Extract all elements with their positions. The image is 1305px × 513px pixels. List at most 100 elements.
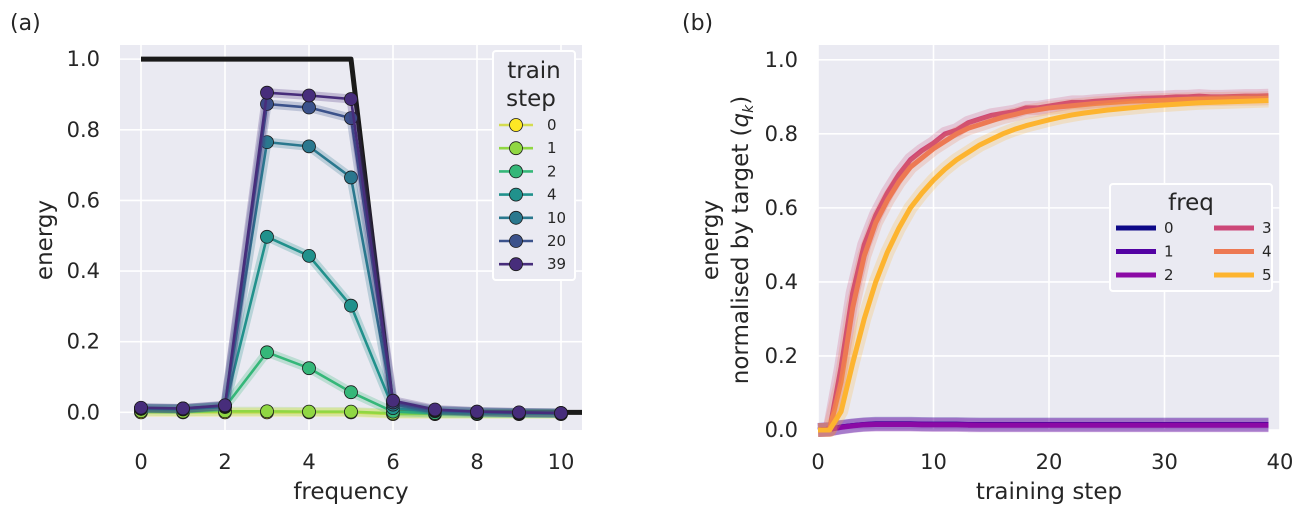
panel-a-legend-item: 10 [499, 209, 566, 227]
panel-a-data-point [302, 139, 316, 154]
panel-a-legend-item: 20 [499, 232, 566, 250]
panel-b-series-line [818, 98, 1269, 433]
panel-a-data-point [344, 404, 358, 419]
panel-a-data-point [302, 100, 316, 115]
panel-a-legend-title-line-2: step [506, 86, 556, 112]
panel-a-data-point [176, 401, 190, 416]
panel-a-y-tick-label: 0.0 [67, 400, 100, 424]
panel-a-y-tick-labels: 0.0 0.2 0.4 0.6 0.8 1.0 [67, 47, 100, 424]
panel-b-y-axis-label-symbol: q [728, 113, 754, 128]
panel-a-chart: (a) 0 2 4 6 8 10 0.00.20.40.60.81.0 frequency… [10, 11, 582, 505]
panel-b-legend-item: 2 [1116, 266, 1174, 284]
panel-b-series [817, 88, 1269, 437]
panel-a-legend-label: 2 [547, 162, 557, 180]
panel-a-x-tick-label: 2 [218, 450, 231, 474]
panel-b-legend-label: 2 [1164, 266, 1174, 284]
panel-b-y-axis-label-subscript: k [741, 104, 757, 113]
panel-a-data-point [260, 85, 274, 100]
panel-a-data-point [344, 298, 358, 313]
panel-a-legend-item: 4 [499, 186, 557, 204]
panel-b-legend-item: 4 [1214, 243, 1272, 261]
panel-b-x-tick-label: 10 [920, 450, 947, 474]
panel-b-y-axis-label-line-2: normalised by target (qk) [728, 96, 757, 384]
panel-a-legend-label: 4 [547, 186, 557, 204]
panel-b-x-tick-label: 30 [1151, 450, 1178, 474]
panel-a-data-point [386, 393, 400, 408]
panel-a-data-point [344, 92, 358, 106]
panel-b-y-tick-label: 0.2 [765, 344, 798, 368]
panel-b-x-tick-labels: 0 10 20 30 40 [811, 450, 1293, 474]
panel-a-data-point [470, 404, 484, 419]
panel-b-y-tick-label: 0.0 [765, 418, 798, 442]
panel-b-y-axis-label-close: ) [728, 96, 754, 105]
panel-a-legend-label: 39 [547, 255, 566, 273]
panel-b-series-freq-4 [818, 91, 1269, 437]
panel-b-chart: (b) 0 10 20 30 40 0.00.20.40.60.81.0 trainin… [682, 11, 1293, 505]
panel-b-series-line [817, 421, 1269, 433]
panel-a-y-tick-label: 1.0 [67, 47, 100, 71]
panel-a-legend-marker [509, 257, 523, 272]
panel-b-series-freq-5 [818, 93, 1269, 437]
panel-a-legend-item: 0 [499, 116, 557, 134]
panel-b-series-line [818, 95, 1269, 433]
panel-b-legend-item: 0 [1116, 219, 1174, 237]
panel-a-series-step-39 [134, 85, 568, 420]
panel-a-data-point [344, 385, 358, 400]
panel-b-grid [817, 45, 1281, 431]
panel-a-x-tick-labels: 0 2 4 6 8 10 [134, 450, 574, 474]
panel-b-legend-box [1109, 183, 1273, 292]
panel-b-y-axis-label-text: normalised by target ( [728, 127, 754, 384]
panel-b-y-tick-label: 1.0 [765, 48, 798, 72]
panel-a-x-tick-label: 10 [548, 450, 575, 474]
panel-a-legend-marker [509, 234, 523, 248]
panel-b-label: (b) [682, 11, 713, 36]
panel-a-x-tick-label: 8 [470, 450, 483, 474]
panel-a-x-tick-label: 4 [302, 450, 315, 474]
panel-a-data-point [512, 405, 526, 420]
panel-a-label: (a) [10, 11, 41, 36]
panel-b-y-tick-label: 0.8 [765, 122, 798, 146]
panel-b-x-tick-label: 40 [1267, 450, 1294, 474]
panel-b-y-axis-label: energy normalised by target (qk) [698, 96, 757, 384]
panel-a-legend-marker [509, 164, 523, 179]
panel-a-data-point [302, 248, 316, 263]
panel-a-legend: train step 0 1 2 4 10 20 39 [492, 50, 576, 281]
panel-b-legend-label: 3 [1262, 219, 1272, 237]
panel-a-legend-marker [509, 118, 523, 132]
panel-a-legend-title-line-1: train [507, 58, 561, 84]
panel-a-legend-marker [509, 187, 523, 202]
panel-a-legend-marker [509, 210, 523, 225]
panel-b-x-tick-label: 0 [811, 450, 824, 474]
panel-a-legend-label: 0 [547, 116, 557, 134]
panel-a-y-tick-label: 0.2 [67, 330, 100, 354]
panel-a-data-point [260, 404, 274, 419]
panel-a-data-point [428, 402, 442, 417]
panel-a-data-point [260, 345, 274, 360]
panel-a-legend-item: 39 [499, 255, 566, 273]
panel-a-data-point [344, 170, 358, 185]
panel-a-legend-item: 2 [499, 162, 557, 180]
panel-a-series [134, 85, 568, 422]
panel-a-legend-label: 10 [547, 209, 566, 227]
panel-a-x-axis-label: frequency [293, 479, 408, 505]
panel-b-legend-title: freq [1168, 190, 1214, 216]
panel-a-data-point [302, 404, 316, 419]
panel-b-legend-label: 5 [1262, 266, 1272, 284]
panel-b-legend-label: 0 [1164, 219, 1174, 237]
panel-b-x-axis-label: training step [976, 479, 1122, 505]
panel-b-y-tick-label: 0.4 [765, 270, 798, 294]
panel-b-legend-item: 1 [1116, 243, 1174, 261]
panel-a-y-tick-label: 0.4 [67, 259, 100, 283]
panel-b-x-tick-label: 20 [1036, 450, 1063, 474]
panel-a-y-tick-label: 0.8 [67, 118, 100, 142]
panel-a-data-point [554, 406, 568, 420]
panel-a-legend-label: 20 [547, 232, 566, 250]
panel-b-legend: freq 0 1 2 3 4 5 [1109, 183, 1273, 292]
panel-a-legend-item: 1 [499, 139, 557, 157]
panel-b-y-tick-labels: 0.0 0.2 0.4 0.6 0.8 1.0 [765, 48, 798, 442]
panel-b-legend-item: 3 [1214, 219, 1272, 237]
panel-a-legend-label: 1 [547, 139, 557, 157]
panel-b-y-tick-label: 0.6 [765, 196, 798, 220]
panel-a-data-point [218, 398, 232, 413]
